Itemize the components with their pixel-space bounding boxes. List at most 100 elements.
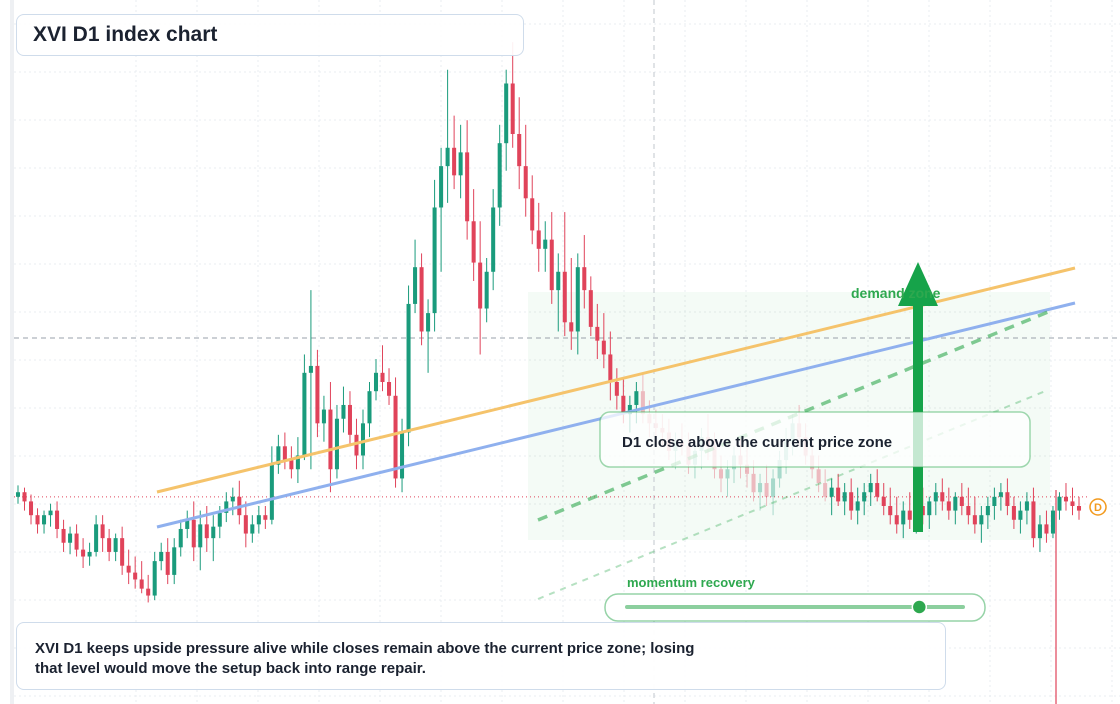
candle-body xyxy=(289,460,294,470)
up-arrow-head xyxy=(898,262,938,306)
zone-callout-text: D1 close above the current price zone xyxy=(622,434,892,451)
candle-body xyxy=(601,340,606,355)
candle-body xyxy=(725,469,730,479)
candle xyxy=(536,202,541,272)
candle xyxy=(875,469,880,502)
candle xyxy=(1076,496,1082,520)
candle-body xyxy=(894,515,899,525)
candle-body xyxy=(146,588,151,596)
candle-body xyxy=(172,547,177,575)
candle xyxy=(367,382,372,438)
candle xyxy=(842,483,847,516)
candle-body xyxy=(126,565,131,573)
candle xyxy=(387,368,392,405)
candle xyxy=(413,239,418,314)
candle xyxy=(172,538,177,585)
candle-body xyxy=(953,496,958,511)
candle xyxy=(282,432,287,470)
candle xyxy=(953,492,958,525)
candle xyxy=(406,285,411,447)
candle-body xyxy=(230,496,235,502)
candle xyxy=(946,487,951,520)
candle xyxy=(100,515,105,552)
candle xyxy=(120,526,125,575)
candle xyxy=(927,496,932,529)
candle-body xyxy=(87,551,92,557)
candle xyxy=(504,69,509,171)
candle-body xyxy=(875,483,880,497)
candle xyxy=(829,478,834,516)
candle-body xyxy=(22,492,27,502)
candle-body xyxy=(217,512,222,527)
candle-body xyxy=(855,501,860,511)
last-price-badge-text: D xyxy=(1094,502,1102,514)
candle-body xyxy=(465,152,470,222)
candle-body xyxy=(55,510,60,529)
candle xyxy=(68,526,73,555)
candle xyxy=(165,538,170,585)
candle xyxy=(113,533,118,562)
candle xyxy=(907,492,912,529)
candle-body xyxy=(42,515,47,525)
candle xyxy=(959,483,964,516)
candle xyxy=(263,506,268,529)
candle xyxy=(146,574,151,603)
candle xyxy=(484,258,489,323)
candle xyxy=(107,528,112,562)
candle xyxy=(471,189,476,281)
candle-body xyxy=(1024,501,1029,511)
candle xyxy=(419,253,424,346)
candle-body xyxy=(530,198,535,231)
candle xyxy=(1037,515,1042,552)
candle-body xyxy=(185,519,190,529)
candle xyxy=(881,483,886,516)
candle xyxy=(452,115,457,190)
candle xyxy=(966,487,971,525)
candle-body xyxy=(504,83,509,144)
candle-body xyxy=(165,551,170,575)
candle-body xyxy=(354,434,359,456)
momentum-knob[interactable] xyxy=(911,599,928,615)
candle xyxy=(614,368,619,410)
demand-zone-label: demand zone xyxy=(851,285,941,301)
candle xyxy=(133,556,138,589)
candle-body xyxy=(491,207,496,272)
candle-body xyxy=(517,134,522,167)
last-price-badge[interactable] xyxy=(1089,498,1107,516)
candle-body xyxy=(1070,501,1075,506)
momentum-label: momentum recovery xyxy=(627,575,756,590)
candle-body xyxy=(927,501,932,516)
candle xyxy=(601,313,606,369)
candle xyxy=(894,496,899,534)
candle-body xyxy=(400,432,405,479)
candle xyxy=(530,175,535,245)
candle xyxy=(1044,510,1049,543)
zone-callout-box xyxy=(599,411,1031,468)
candle-body xyxy=(445,147,450,167)
candle xyxy=(178,519,183,557)
candle xyxy=(562,212,567,337)
candle-body xyxy=(419,267,424,332)
candle-body xyxy=(107,538,112,552)
candle-body xyxy=(100,524,105,539)
candle-body xyxy=(582,267,587,291)
candle xyxy=(126,549,131,585)
candle-body xyxy=(1044,524,1049,534)
candle-body xyxy=(256,515,261,525)
candle xyxy=(1057,492,1062,520)
candle xyxy=(347,391,352,447)
candle-body xyxy=(373,372,379,392)
candle-body xyxy=(406,303,411,433)
candle xyxy=(998,483,1003,511)
candle xyxy=(771,469,776,516)
candle xyxy=(302,354,307,461)
candle xyxy=(334,404,339,479)
candle xyxy=(1063,483,1068,511)
candle xyxy=(1070,487,1075,516)
candle-body xyxy=(1057,496,1062,511)
candle xyxy=(517,97,522,190)
candle-body xyxy=(426,313,431,332)
candle xyxy=(87,542,92,566)
candle-body xyxy=(263,515,268,520)
